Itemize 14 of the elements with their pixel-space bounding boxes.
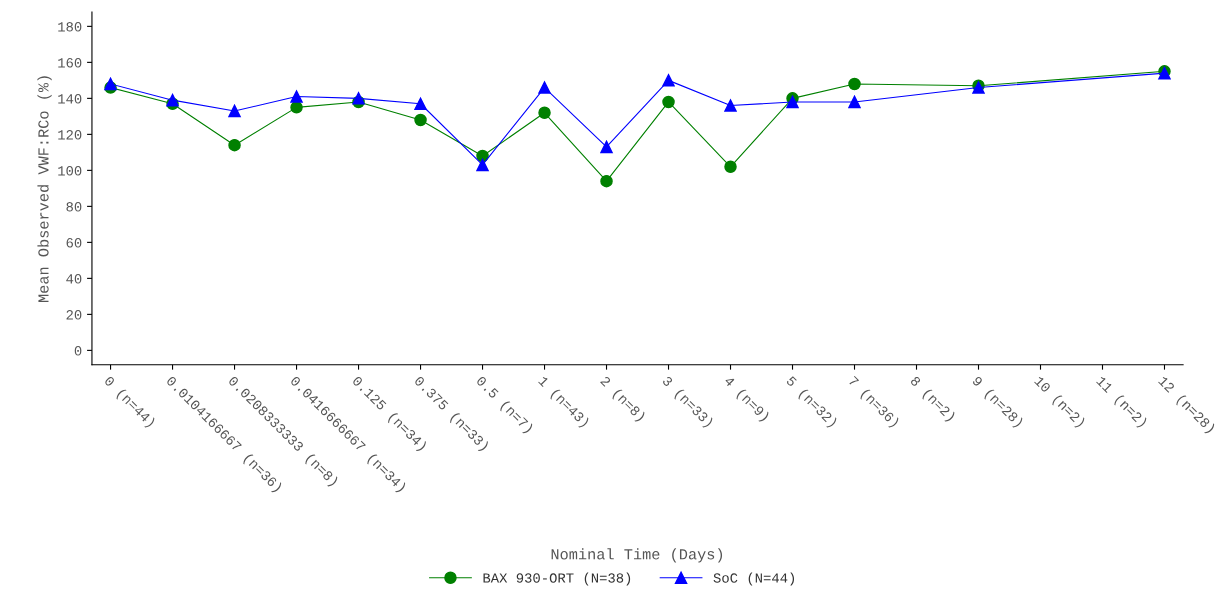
y-tick-label: 100 — [58, 166, 82, 176]
x-axis-title: Nominal Time (Days) — [551, 548, 723, 563]
y-tick-label: 20 — [66, 310, 82, 320]
y-tick-label: 80 — [66, 202, 82, 212]
legend-label: SoC (N=44) — [713, 572, 795, 586]
y-tick-label: 160 — [58, 58, 82, 68]
y-tick-label: 0 — [74, 346, 82, 356]
y-tick-label: 120 — [58, 130, 82, 140]
y-tick-label: 180 — [58, 22, 82, 32]
y-tick-label: 40 — [66, 274, 82, 284]
y-tick-label: 140 — [58, 94, 82, 104]
legend-label: BAX 930-ORT (N=38) — [483, 572, 631, 586]
y-tick-label: 60 — [66, 238, 82, 248]
y-axis-title: Mean Observed VWF:RCo (%) — [37, 76, 52, 303]
